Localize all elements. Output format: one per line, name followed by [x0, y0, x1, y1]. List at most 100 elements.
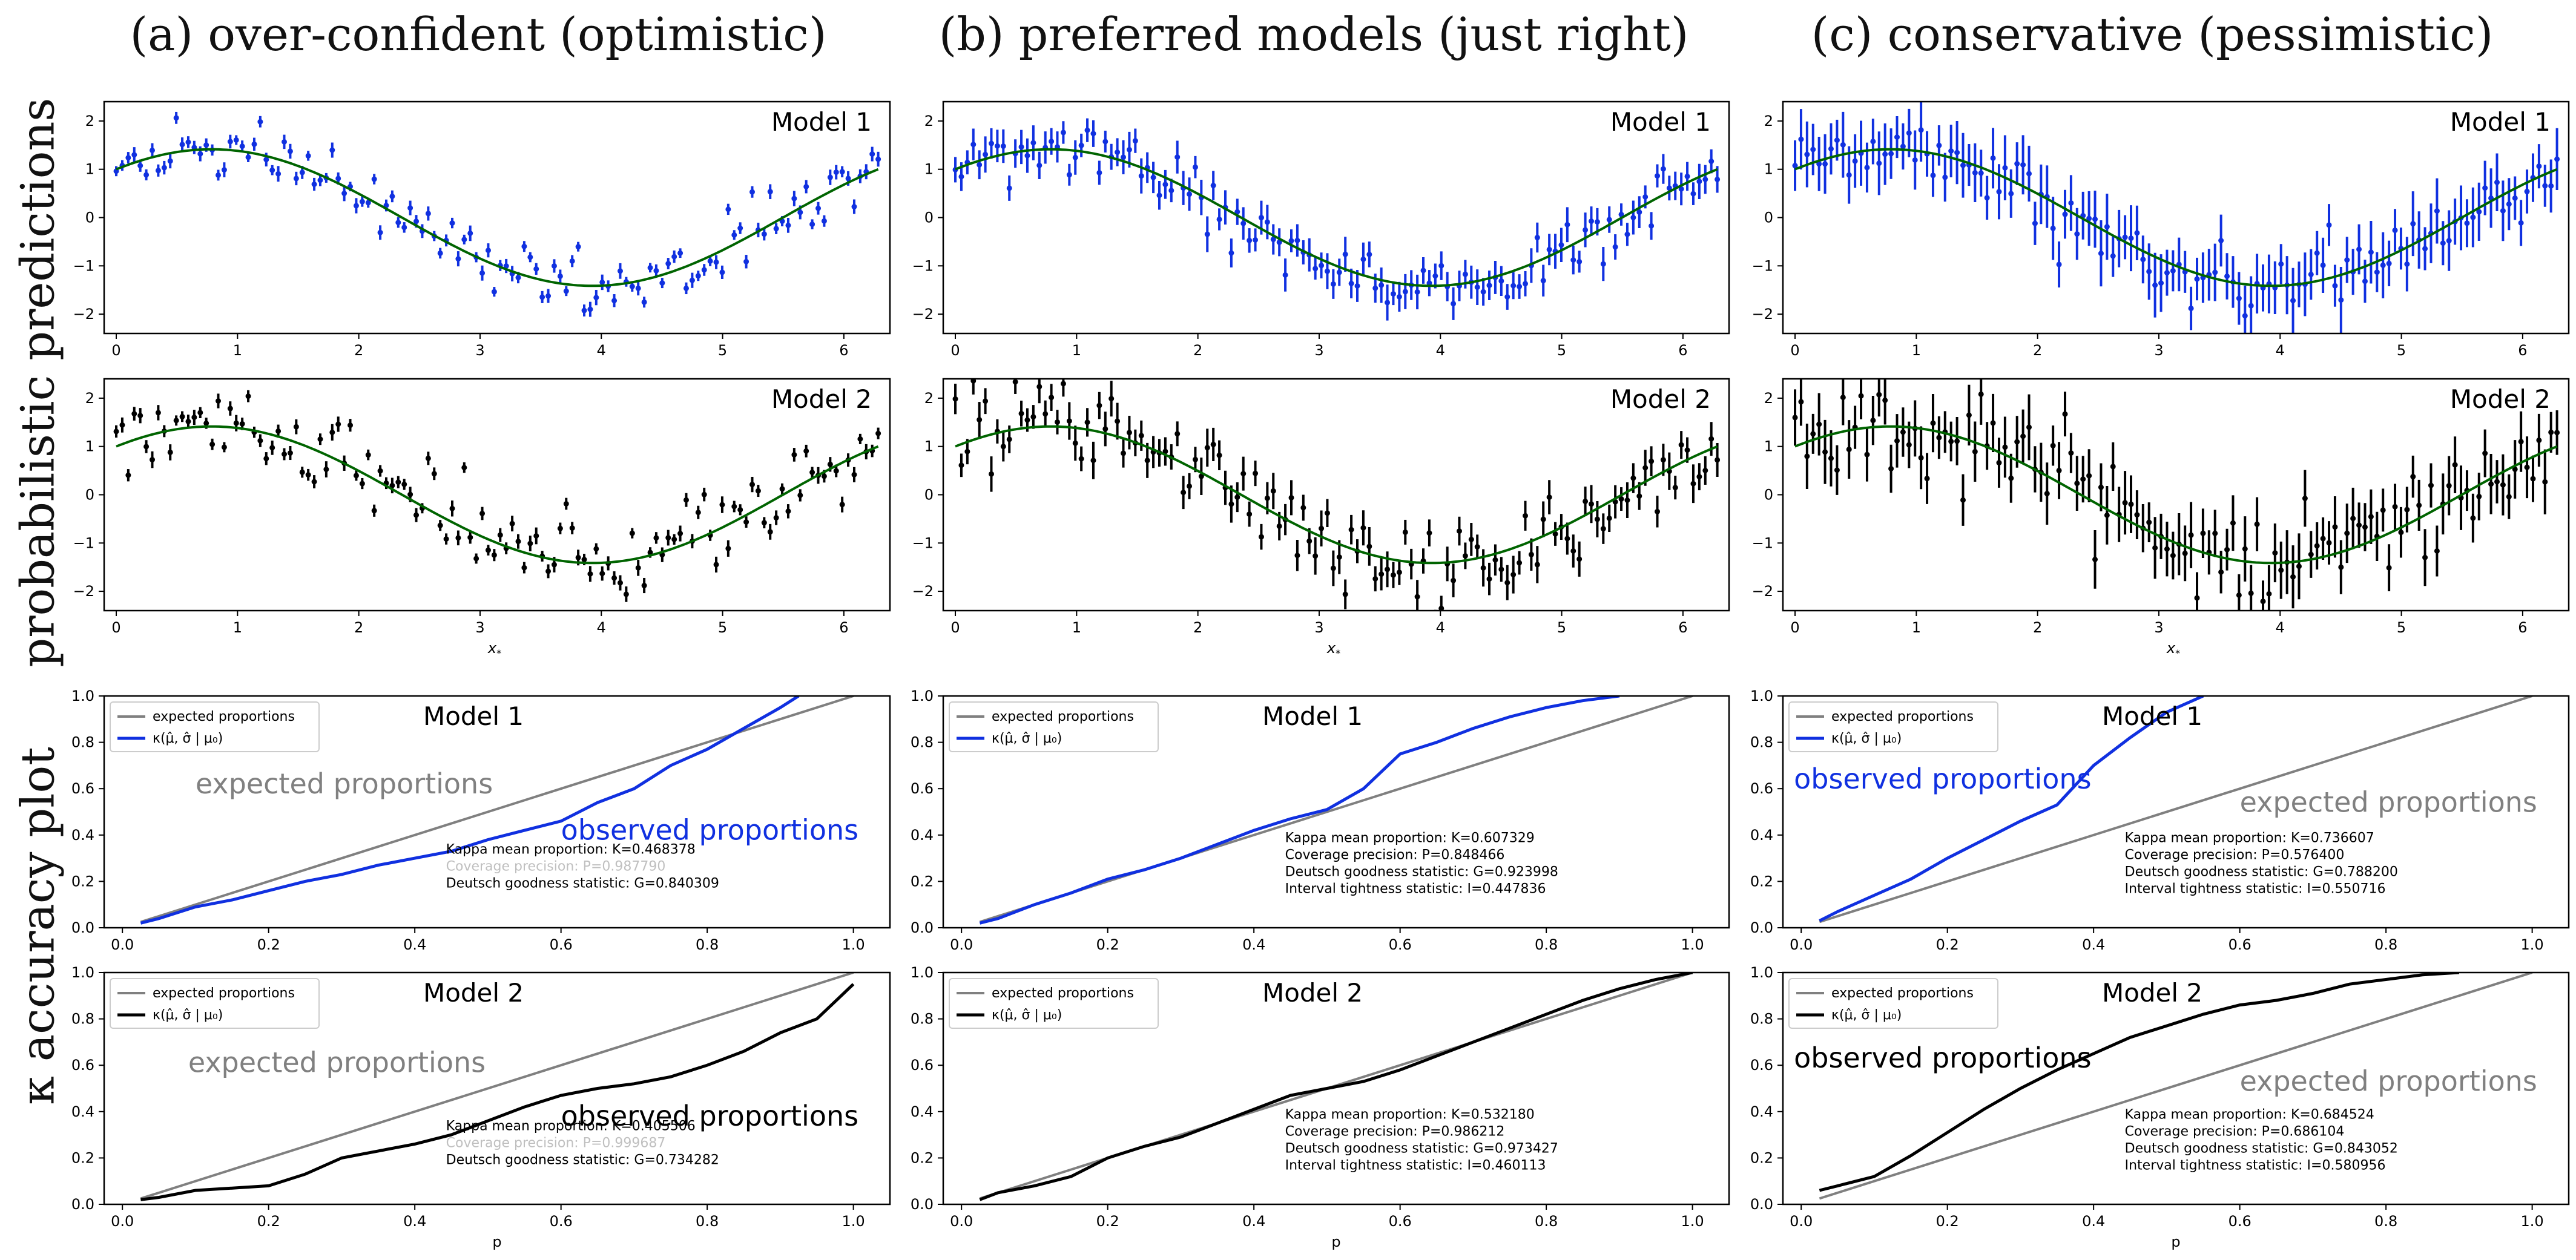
data-point	[2368, 514, 2374, 520]
data-point	[1228, 501, 1234, 507]
data-point	[1522, 513, 1528, 519]
x-axis-label: x*	[487, 640, 501, 659]
data-point	[2110, 464, 2116, 470]
data-point	[1606, 515, 1612, 521]
data-point	[2002, 165, 2008, 171]
kappa-line	[979, 973, 1693, 1201]
data-point	[323, 467, 329, 473]
x-tick-label: 0.8	[1535, 1213, 1558, 1230]
data-point	[779, 486, 785, 492]
x-tick-label: 0.0	[1790, 936, 1813, 953]
data-point	[749, 482, 755, 488]
data-point	[713, 259, 719, 265]
data-point	[977, 162, 983, 168]
data-point	[1630, 215, 1636, 221]
x-tick-label: 1	[1912, 342, 1921, 359]
data-point	[389, 193, 395, 199]
data-point	[593, 295, 599, 301]
subplot-title: Model 1	[1262, 701, 1363, 731]
data-point	[1072, 154, 1078, 160]
data-point	[1498, 278, 1504, 284]
x-tick-label: 1.0	[842, 1213, 865, 1230]
data-point	[1960, 162, 1966, 168]
data-point	[719, 269, 725, 275]
x-tick-label: 5	[2397, 342, 2406, 359]
data-point	[1900, 429, 1906, 435]
data-point	[2218, 237, 2224, 243]
data-point	[1121, 450, 1127, 456]
data-point	[1354, 283, 1360, 289]
statistic-text: Deutsch goodness statistic: G=0.840309	[446, 876, 719, 891]
data-point	[1534, 562, 1540, 568]
x-tick-label: 1	[233, 619, 242, 636]
truth-curve	[116, 148, 879, 287]
data-point	[970, 379, 977, 384]
data-point	[2134, 230, 2140, 236]
data-point	[1649, 223, 1655, 229]
data-point	[2122, 500, 2128, 506]
data-point	[1690, 191, 1696, 197]
data-point	[1036, 384, 1043, 390]
axes-frame	[942, 100, 1730, 335]
data-point	[143, 444, 150, 450]
subplot-title: Model 2	[1610, 384, 1711, 414]
data-point	[1084, 419, 1090, 425]
data-point	[1583, 227, 1589, 233]
data-point	[1708, 436, 1715, 442]
kappa-line	[1819, 973, 2460, 1192]
data-point	[2380, 262, 2386, 268]
data-point	[2068, 450, 2074, 456]
data-point	[1888, 151, 1894, 157]
x-tick-label: 0.6	[550, 1213, 573, 1230]
data-point	[725, 545, 731, 551]
data-point	[371, 176, 377, 182]
data-point	[689, 277, 695, 283]
data-point	[1348, 527, 1354, 533]
data-point	[952, 396, 958, 402]
legend: expected proportions κ(μ̂, σ̂ | μ₀)	[1788, 978, 1998, 1029]
data-point	[677, 250, 684, 256]
data-point	[1306, 538, 1313, 544]
data-point	[1918, 454, 1924, 461]
data-point	[635, 565, 641, 571]
data-point	[251, 141, 257, 147]
y-tick-label: 0	[85, 487, 94, 504]
y-tick-label: 0	[924, 209, 934, 226]
kappa-line	[979, 696, 1620, 925]
x-tick-label: 6	[839, 619, 848, 636]
x-tick-label: 6	[1678, 342, 1687, 359]
data-point	[1402, 289, 1408, 295]
data-point	[1288, 494, 1294, 500]
data-point	[821, 218, 827, 224]
data-point	[521, 243, 527, 249]
data-point	[1498, 566, 1504, 573]
data-point	[1474, 543, 1480, 550]
data-point	[282, 451, 288, 457]
data-point	[1330, 281, 1336, 287]
data-point	[197, 151, 203, 157]
chart-predictions-1-0: 0 1 2 3 4 5 6 −2 −1 0 1 2 Model 1	[912, 100, 1730, 359]
data-point	[797, 492, 803, 498]
data-point	[1030, 414, 1036, 420]
data-point	[173, 418, 179, 424]
chart-kappa-0-1: expected proportions observed proportions…	[71, 964, 891, 1250]
data-point	[527, 254, 533, 260]
data-point	[2056, 261, 2062, 267]
plot-area	[113, 390, 881, 602]
axes-frame	[103, 100, 891, 335]
y-tick-label: 0.0	[1750, 919, 1773, 936]
data-point	[1912, 157, 1918, 163]
data-point	[1438, 605, 1444, 611]
subplot-title: Model 2	[1262, 978, 1363, 1008]
data-point	[2320, 262, 2326, 268]
annotation-label: expected proportions	[188, 1046, 486, 1079]
data-point	[2404, 261, 2410, 267]
plot-area: expected proportions observed proportions…	[140, 696, 858, 925]
data-point	[1420, 267, 1426, 274]
data-point	[1078, 456, 1084, 462]
data-point	[2518, 220, 2524, 226]
data-point	[1546, 494, 1552, 500]
data-point	[785, 508, 791, 514]
y-tick-label: 1	[1764, 161, 1773, 178]
data-point	[1090, 458, 1096, 464]
